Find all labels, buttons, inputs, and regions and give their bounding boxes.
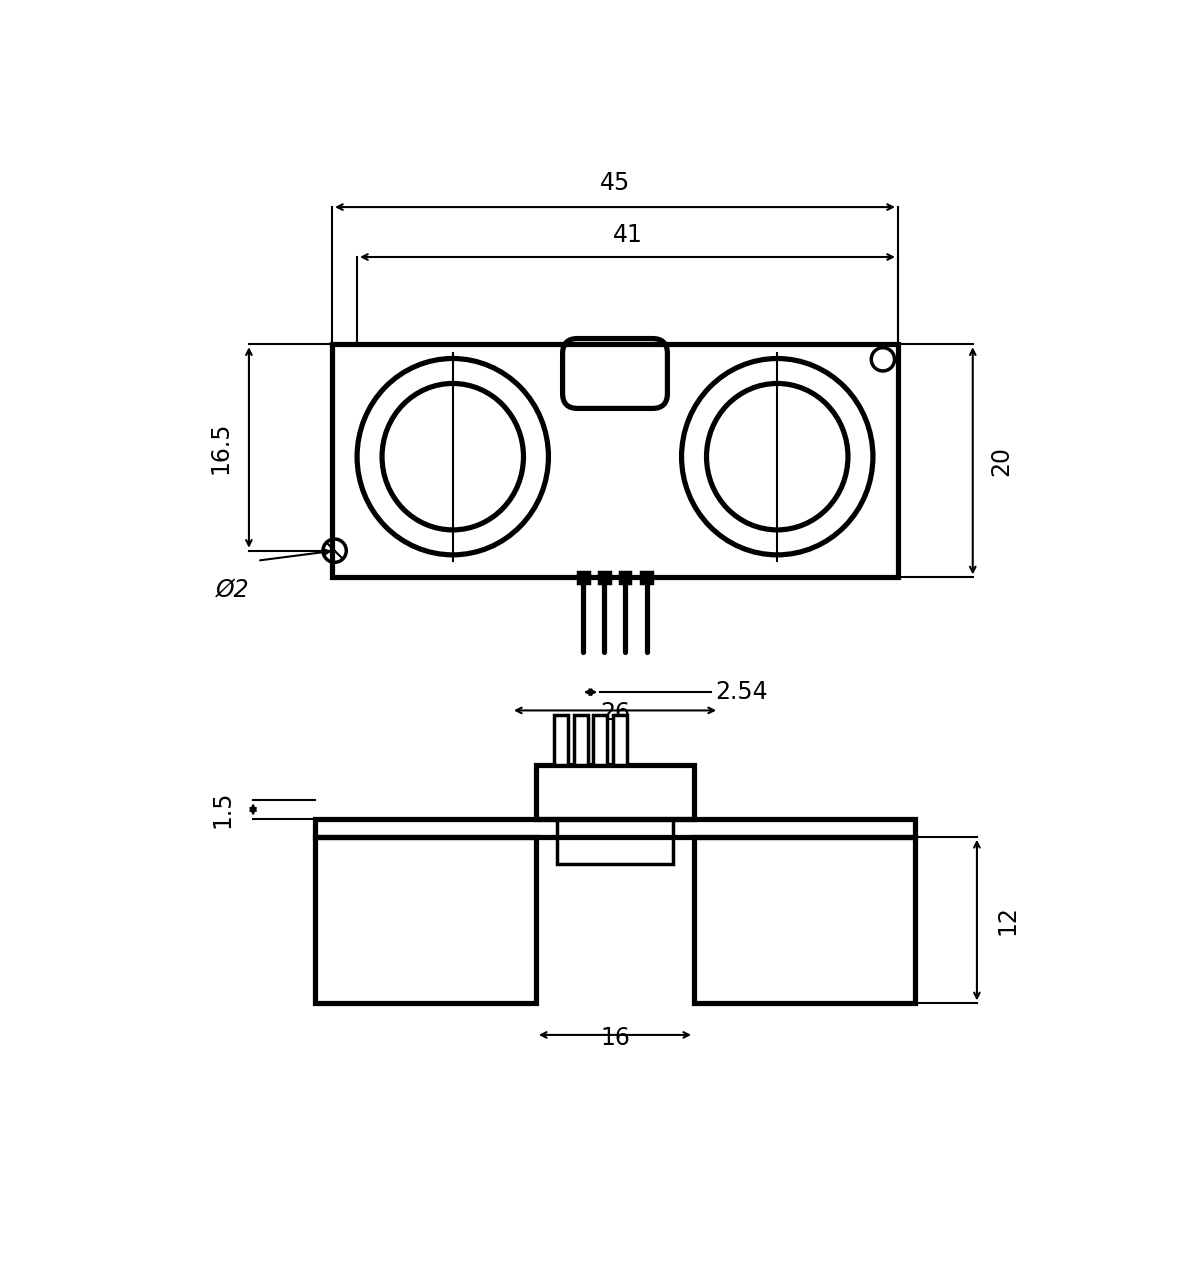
Bar [536,765,694,819]
Bar [599,572,610,583]
Text: 2.54: 2.54 [715,680,768,704]
Text: 26: 26 [600,701,630,725]
Text: 16: 16 [600,1026,630,1049]
Bar [575,714,588,765]
Bar [316,819,914,836]
Bar [316,836,536,1003]
Text: Ø2: Ø2 [216,578,250,602]
Bar [557,819,673,864]
Text: 16.5: 16.5 [209,421,233,474]
Bar [613,714,626,765]
Bar [641,572,652,583]
Bar [332,344,898,578]
Bar [694,836,914,1003]
Text: 20: 20 [989,446,1013,476]
Text: 41: 41 [612,223,642,247]
Bar [578,572,589,583]
Bar [593,714,607,765]
Bar [619,572,630,583]
Text: 1.5: 1.5 [211,790,235,829]
Bar [554,714,568,765]
Text: 45: 45 [600,171,630,195]
Text: 12: 12 [995,905,1019,935]
